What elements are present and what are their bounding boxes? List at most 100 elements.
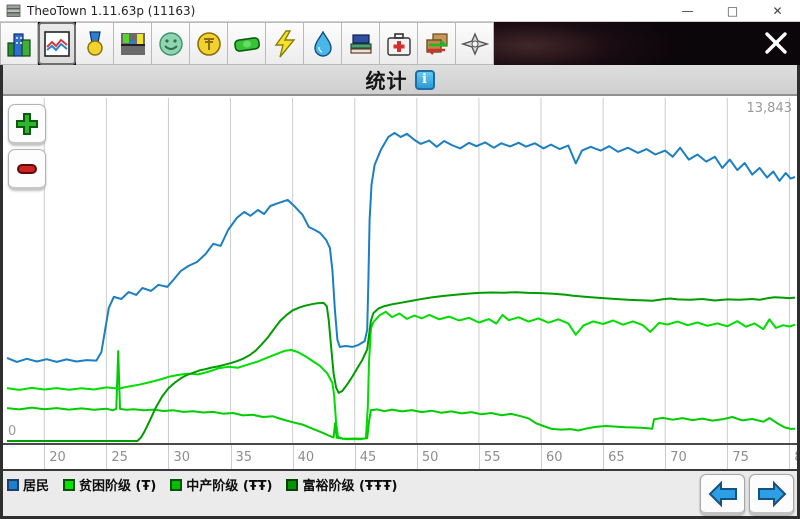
- legend-item: 居民: [7, 475, 49, 494]
- game-backdrop: [493, 22, 800, 65]
- cash-icon: [233, 36, 260, 52]
- legend-label: 贫困阶级 (Ŧ): [79, 479, 157, 494]
- city-icon: [7, 32, 31, 57]
- x-tick-label: 75: [732, 450, 749, 465]
- plus-icon: [16, 112, 38, 135]
- series-line: [7, 291, 796, 442]
- close-window-button[interactable]: ✕: [772, 4, 783, 18]
- airport-tab-button[interactable]: [456, 22, 494, 65]
- legend-swatch: [286, 478, 299, 491]
- minus-icon: [17, 163, 37, 174]
- x-tick-label: 40: [297, 450, 315, 465]
- chart-series-lines: [6, 131, 796, 442]
- legend-label: 富裕阶级 (ŦŦŦ): [302, 479, 398, 494]
- legend-strip: 居民 贫困阶级 (Ŧ) 中产阶级 (ŦŦ) 富裕阶级 (ŦŦŦ): [3, 469, 797, 516]
- x-tick-line: [106, 445, 108, 469]
- series-line: [6, 131, 796, 363]
- toolbar: [0, 22, 800, 65]
- statistics-icon: [44, 30, 70, 57]
- x-tick-line: [727, 445, 729, 469]
- x-tick-line: [789, 445, 791, 469]
- x-tick-label: 25: [111, 450, 128, 465]
- scroll-left-button[interactable]: [700, 474, 745, 515]
- x-tick-line: [416, 445, 418, 469]
- cash-tab-button[interactable]: [228, 22, 266, 65]
- app-icon: [6, 4, 21, 17]
- medal-icon: [86, 30, 103, 56]
- info-icon[interactable]: i: [414, 69, 435, 90]
- money-icon: [196, 31, 221, 56]
- statistics-panel: 统计 i 13,843 0 20 25 30 35 40 45 50 55 60 65 70 75 80: [0, 65, 800, 519]
- legend-swatch: [170, 478, 183, 491]
- legend-swatch: [7, 478, 19, 491]
- legend-item: 中产阶级 (ŦŦ): [170, 475, 272, 494]
- education-tab-button[interactable]: [342, 22, 380, 65]
- x-tick-label: 55: [483, 450, 501, 465]
- legend-item: 富裕阶级 (ŦŦŦ): [286, 475, 397, 494]
- x-tick-line: [665, 445, 667, 469]
- happiness-tab-button[interactable]: [152, 22, 190, 65]
- legend-item: 贫困阶级 (Ŧ): [63, 475, 156, 494]
- maximize-button[interactable]: □: [726, 4, 739, 18]
- x-tick-label: 60: [546, 450, 563, 465]
- health-tab-button[interactable]: [380, 22, 418, 65]
- chart-gridlines: [43, 98, 790, 443]
- titlebar: TheoTown 1.11.63p (11163) — □ ✕: [0, 0, 800, 22]
- close-icon: [765, 32, 787, 54]
- series-line: [6, 350, 796, 440]
- close-panel-button[interactable]: [760, 27, 792, 59]
- trade-tab-button[interactable]: [418, 22, 456, 65]
- x-tick-line: [168, 445, 170, 469]
- trade-icon: [425, 32, 448, 55]
- series-line: [6, 310, 796, 441]
- x-tick-line: [292, 445, 294, 469]
- legend-label: 居民: [23, 479, 50, 494]
- scroll-right-button[interactable]: [749, 474, 794, 515]
- y-axis-max-label: 13,843: [746, 101, 793, 116]
- page-title: 统计: [365, 69, 408, 93]
- rank-tab-button[interactable]: [76, 22, 114, 65]
- x-tick-line: [603, 445, 605, 469]
- water-tab-button[interactable]: [304, 22, 342, 65]
- x-tick-line: [354, 445, 356, 469]
- minimize-button[interactable]: —: [681, 4, 694, 18]
- zoom-in-button[interactable]: [8, 104, 46, 145]
- x-tick-label: 20: [49, 450, 66, 465]
- city-tab-button[interactable]: [0, 22, 38, 65]
- x-tick-label: 65: [608, 450, 625, 465]
- water-icon: [313, 30, 332, 57]
- education-icon: [349, 33, 372, 54]
- zoom-out-button[interactable]: [8, 149, 46, 190]
- x-tick-line: [230, 445, 232, 469]
- y-axis-min-label: 0: [8, 424, 17, 439]
- x-tick-label: 50: [421, 450, 439, 465]
- airport-icon: [460, 31, 489, 56]
- x-tick-line: [478, 445, 480, 469]
- money-tab-button[interactable]: [190, 22, 228, 65]
- approval-bars-icon: [120, 32, 145, 55]
- statistics-tab-button[interactable]: [38, 22, 76, 65]
- health-icon: [386, 32, 411, 56]
- x-axis-strip: 20 25 30 35 40 45 50 55 60 65 70 75 80: [3, 443, 797, 469]
- chart-svg: [6, 98, 796, 443]
- x-tick-label: 70: [670, 450, 687, 465]
- panel-header: 统计 i: [3, 65, 797, 96]
- x-tick-label: 30: [173, 450, 190, 465]
- arrow-left-icon: [708, 480, 737, 507]
- legend-swatch: [63, 478, 76, 491]
- happiness-icon: [158, 31, 183, 56]
- arrow-right-icon: [757, 480, 786, 507]
- x-tick-line: [44, 445, 46, 469]
- chart-plot[interactable]: 13,843 0: [3, 98, 797, 443]
- energy-tab-button[interactable]: [266, 22, 304, 65]
- x-tick-label: 35: [235, 450, 253, 465]
- window-title: TheoTown 1.11.63p (11163): [27, 3, 196, 18]
- x-tick-label: 45: [359, 450, 377, 465]
- legend-label: 中产阶级 (ŦŦ): [186, 479, 273, 494]
- x-tick-line: [541, 445, 543, 469]
- legend: 居民 贫困阶级 (Ŧ) 中产阶级 (ŦŦ) 富裕阶级 (ŦŦŦ): [7, 475, 397, 494]
- approval-tab-button[interactable]: [114, 22, 152, 65]
- x-tick-label: 80: [794, 450, 797, 465]
- energy-icon: [274, 29, 295, 57]
